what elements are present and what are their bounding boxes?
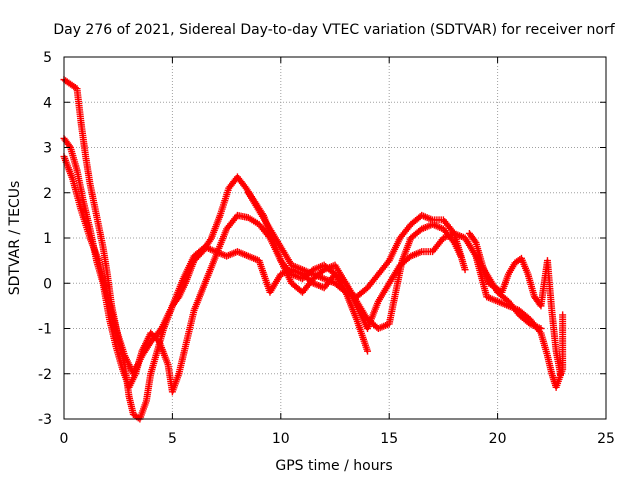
series-track-d: [244, 189, 469, 301]
grid: [64, 57, 606, 419]
axis-ticks: 0 5 10 15 20 25 -3 -2 -1 0 1 2 3 4 5: [38, 50, 615, 447]
x-tick-label: 5: [168, 431, 177, 447]
x-tick-label: 0: [60, 431, 69, 447]
x-axis-label: GPS time / hours: [275, 458, 392, 474]
x-tick-label: 20: [489, 431, 507, 447]
x-tick-label: 15: [380, 431, 398, 447]
data-point: [471, 237, 479, 245]
y-tick-label: 3: [43, 141, 52, 157]
y-tick-label: -2: [38, 367, 52, 383]
chart-title: Day 276 of 2021, Sidereal Day-to-day VTE…: [53, 22, 615, 38]
y-tick-label: 2: [43, 186, 52, 202]
x-tick-label: 10: [272, 431, 290, 447]
data-points: [60, 76, 567, 423]
y-tick-label: 1: [43, 231, 52, 247]
series-track-f: [472, 252, 567, 391]
y-tick-label: 0: [43, 276, 52, 292]
x-tick-label: 25: [597, 431, 615, 447]
y-tick-label: -1: [38, 322, 52, 338]
data-point: [364, 347, 372, 355]
data-point: [461, 266, 469, 274]
y-tick-label: 4: [43, 95, 52, 111]
y-tick-label: 5: [43, 50, 52, 66]
series-track-c: [60, 153, 545, 378]
data-point: [559, 311, 567, 319]
data-point: [65, 142, 73, 150]
y-tick-label: -3: [38, 412, 52, 428]
y-axis-label: SDTVAR / TECUs: [7, 181, 23, 296]
series-track-e: [465, 229, 564, 378]
